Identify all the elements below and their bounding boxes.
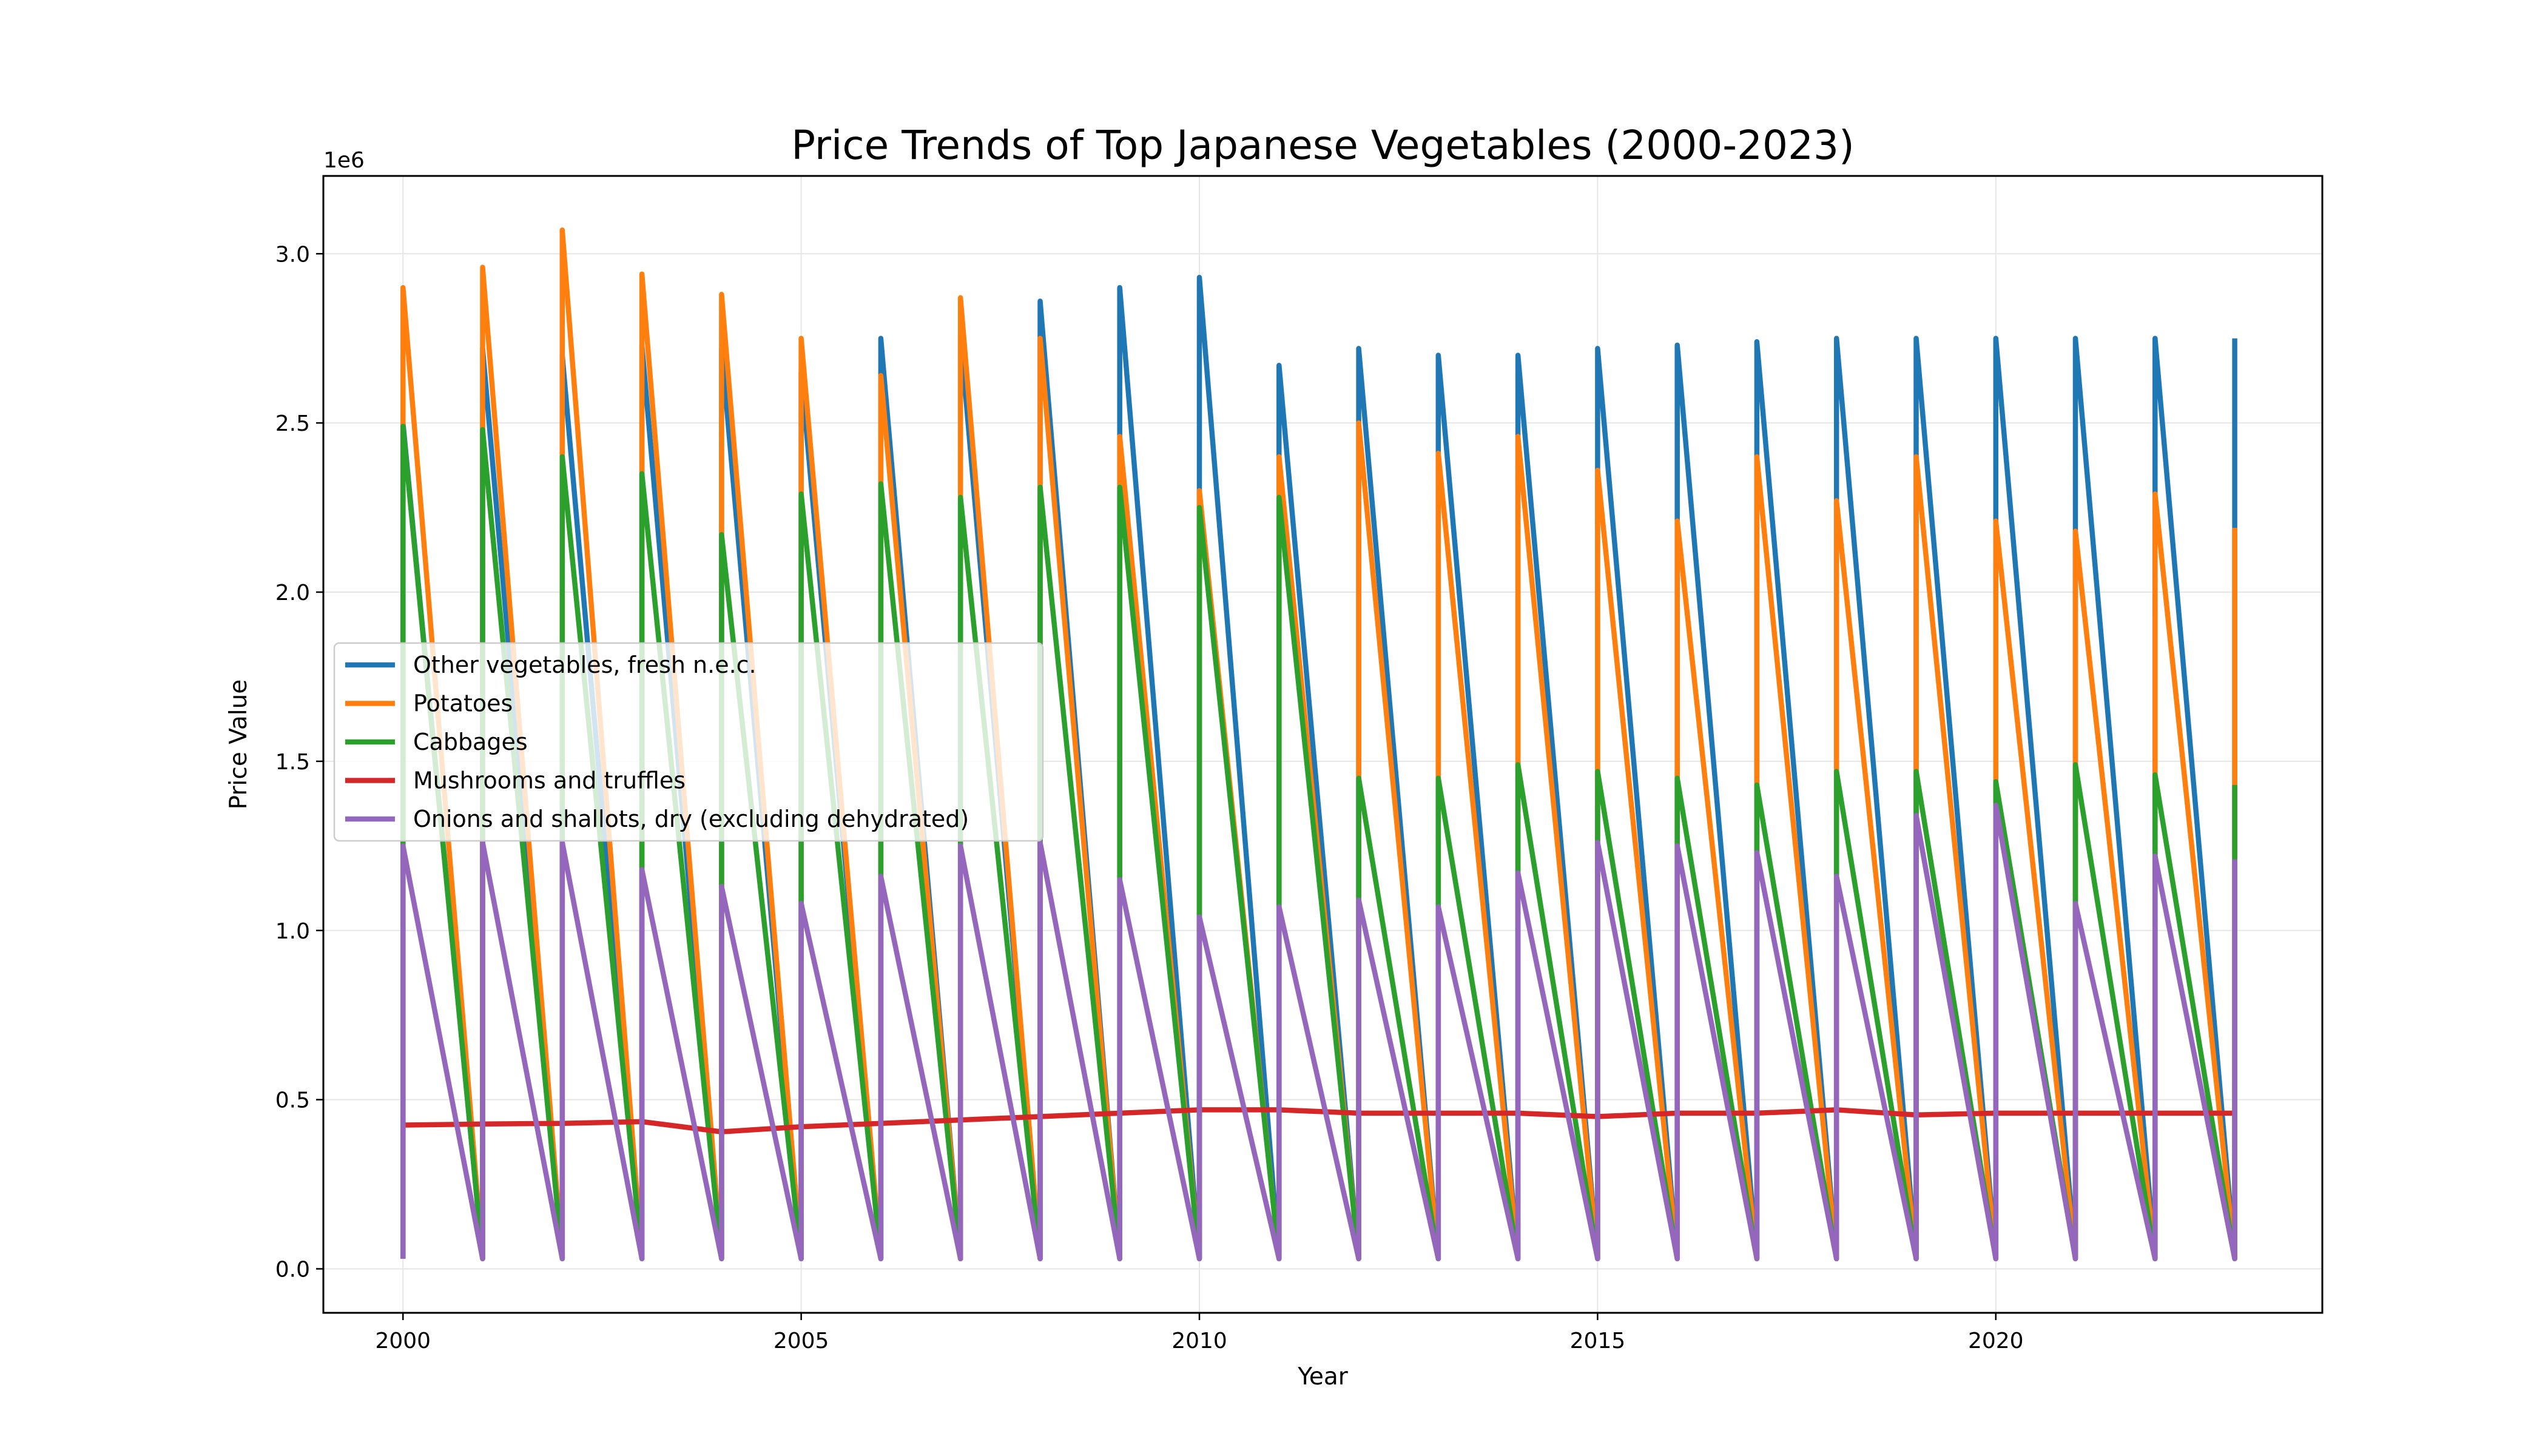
x-axis-label: Year [1297, 1363, 1349, 1390]
legend-entry: Mushrooms and truffles [413, 767, 686, 794]
x-tick-label: 2010 [1171, 1329, 1227, 1353]
y-tick-label: 2.0 [275, 581, 310, 605]
y-tick-label: 1.0 [275, 919, 310, 944]
y-tick-label: 0.5 [275, 1088, 310, 1113]
x-tick-label: 2020 [1968, 1329, 2024, 1353]
legend-entry: Cabbages [413, 729, 528, 755]
series-line [403, 1107, 2235, 1134]
legend-entry: Onions and shallots, dry (excluding dehy… [413, 806, 969, 832]
y-tick-label: 1.5 [275, 750, 310, 775]
x-tick-label: 2005 [774, 1329, 829, 1353]
y-tick-label: 3.0 [275, 242, 310, 267]
legend-entry: Other vegetables, fresh n.e.c. [413, 652, 757, 678]
y-axis-label: Price Value [225, 679, 252, 810]
chart-title: Price Trends of Top Japanese Vegetables … [791, 122, 1854, 169]
y-tick-label: 2.5 [275, 411, 310, 436]
axes: 2000 2005 2010 2015 2020 0.0 0.5 1.0 1.5 2.0 2.5 3.… [275, 242, 2024, 1353]
y-tick-label: 0.0 [275, 1257, 310, 1282]
legend-entry: Potatoes [413, 690, 513, 717]
series-line [400, 803, 2237, 1262]
plot-frame [322, 175, 2324, 1314]
y-axis-offset-label: 1e6 [323, 148, 365, 173]
legend: Other vegetables, fresh n.e.c. Potatoes Ca… [333, 642, 1044, 842]
x-tick-label: 2015 [1570, 1329, 1626, 1353]
x-tick-label: 2000 [375, 1329, 431, 1353]
series-lines [400, 227, 2237, 1262]
legend-box [333, 642, 1044, 842]
